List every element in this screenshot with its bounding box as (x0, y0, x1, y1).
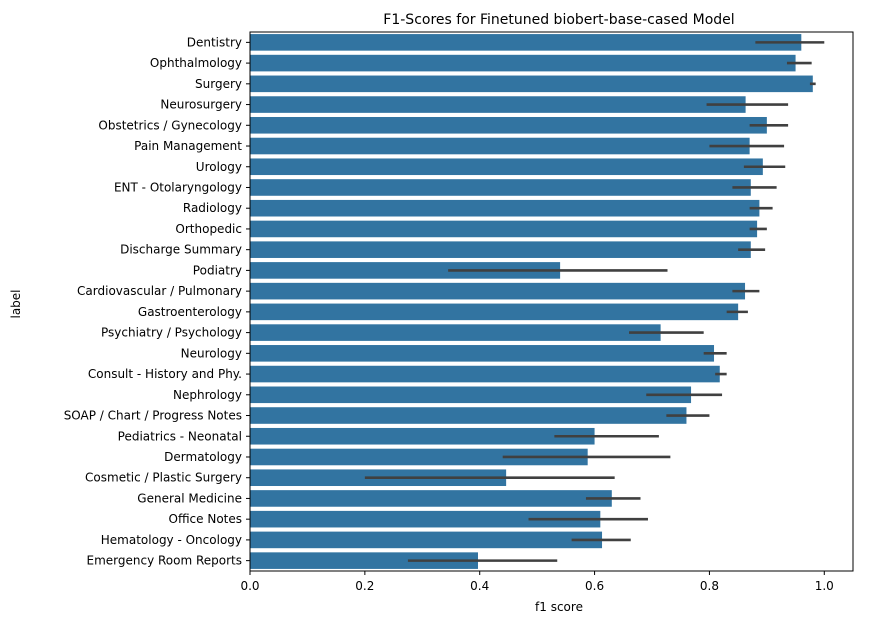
y-tick-label: Pain Management (134, 139, 242, 153)
y-tick-label: Obstetrics / Gynecology (98, 118, 242, 132)
bar (250, 365, 720, 383)
bar (250, 552, 478, 569)
bar (250, 96, 746, 113)
y-tick-label: Dentistry (187, 35, 242, 49)
bar (250, 34, 802, 51)
y-tick-label: Radiology (183, 201, 242, 215)
y-tick-label: Psychiatry / Psychology (101, 326, 242, 340)
y-tick-label: General Medicine (137, 491, 242, 505)
x-tick-label: 0.0 (240, 579, 259, 593)
y-tick-label: Office Notes (169, 512, 243, 526)
bar (250, 303, 739, 321)
x-axis-ticks: 0.0 0.2 0.4 0.6 0.8 1.0 (240, 571, 834, 593)
y-tick-label: Emergency Room Reports (86, 554, 242, 568)
y-tick-label: Surgery (195, 77, 242, 91)
bar (250, 448, 588, 466)
x-tick-label: 0.2 (355, 579, 374, 593)
bar (250, 324, 661, 341)
bar (250, 427, 595, 445)
y-tick-label: SOAP / Chart / Progress Notes (64, 409, 242, 423)
x-axis-label: f1 score (535, 600, 583, 614)
y-tick-label: ENT - Otolaryngology (114, 180, 242, 194)
x-tick-label: 0.4 (470, 579, 489, 593)
bar (250, 220, 758, 238)
bar (250, 75, 813, 93)
y-tick-label: Urology (196, 160, 242, 174)
bars-group (250, 34, 813, 569)
bar (250, 531, 603, 549)
y-tick-label: Cardiovascular / Pulmonary (77, 284, 242, 298)
y-tick-label: Consult - History and Phy. (88, 367, 242, 381)
x-tick-label: 0.8 (700, 579, 719, 593)
y-tick-label: Nephrology (173, 388, 242, 402)
bar (250, 116, 767, 134)
y-tick-label: Orthopedic (175, 222, 242, 236)
y-tick-label: Neurology (181, 346, 242, 360)
y-tick-label: Dermatology (164, 450, 242, 464)
x-tick-label: 0.6 (585, 579, 604, 593)
y-tick-label: Neurosurgery (160, 98, 242, 112)
y-tick-label: Pediatrics - Neonatal (118, 429, 242, 443)
y-tick-label: Gastroenterology (138, 305, 242, 319)
chart-title: F1-Scores for Finetuned biobert-base-cas… (383, 12, 734, 28)
x-tick-label: 1.0 (815, 579, 834, 593)
y-tick-label: Cosmetic / Plastic Surgery (85, 471, 242, 485)
y-axis-label: label (9, 289, 23, 318)
bar (250, 386, 692, 404)
bar (250, 137, 750, 155)
bar (250, 179, 751, 196)
bar (250, 158, 763, 176)
bar (250, 241, 751, 258)
bar (250, 510, 601, 528)
plot-frame (249, 31, 854, 572)
y-tick-label: Ophthalmology (150, 56, 242, 70)
bar (250, 345, 715, 362)
bar (250, 490, 612, 507)
y-tick-label: Discharge Summary (120, 243, 242, 257)
y-tick-label: Podiatry (193, 263, 242, 277)
bar (250, 282, 746, 300)
bar (250, 262, 561, 279)
bar (250, 407, 687, 424)
bar (250, 199, 760, 217)
errorbars-group (364, 41, 825, 562)
bar (250, 54, 796, 72)
y-axis-ticks: Dentistry Ophthalmology Surgery Neurosurger… (64, 35, 250, 568)
y-tick-label: Hematology - Oncology (101, 533, 242, 547)
